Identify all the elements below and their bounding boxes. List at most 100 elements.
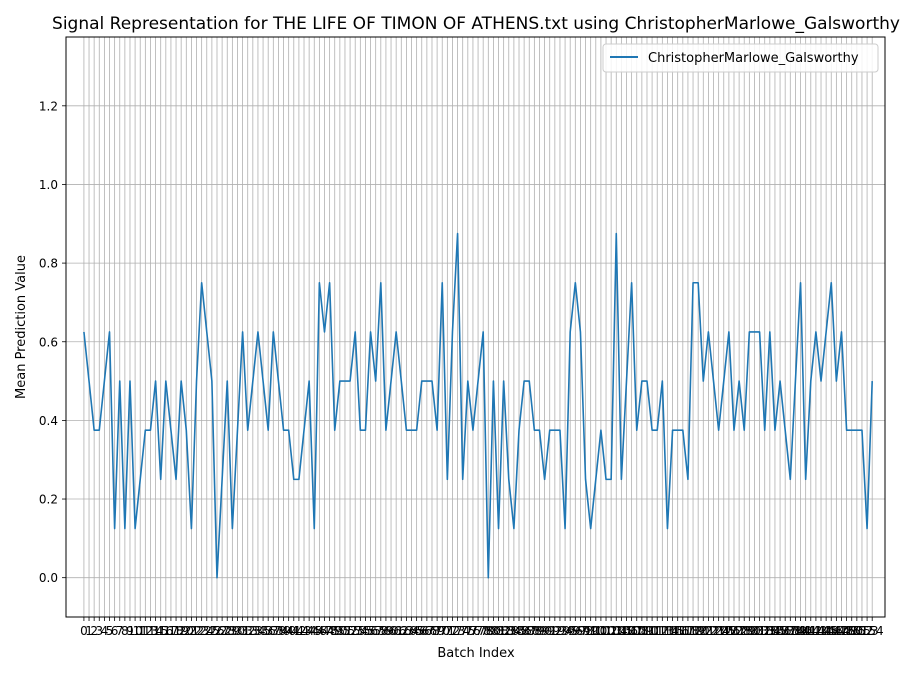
x-tick-label: 54 bbox=[353, 624, 368, 638]
x-tick-label: 105 bbox=[610, 624, 633, 638]
x-tick-label: 3 bbox=[95, 624, 103, 638]
x-tick-label: 9 bbox=[126, 624, 134, 638]
x-tick-label: 74 bbox=[455, 624, 470, 638]
x-tick-label: 151 bbox=[845, 624, 868, 638]
x-tick-label: 83 bbox=[501, 624, 516, 638]
x-tick-label: 153 bbox=[856, 624, 879, 638]
x-tick-label: 34 bbox=[250, 624, 265, 638]
x-tick-label: 27 bbox=[214, 624, 229, 638]
x-tick-label: 106 bbox=[615, 624, 638, 638]
x-tick-label: 30 bbox=[230, 624, 245, 638]
x-tick-label: 11 bbox=[133, 624, 148, 638]
y-axis-label: Mean Prediction Value bbox=[14, 255, 29, 399]
x-tick-label: 60 bbox=[383, 624, 398, 638]
x-tick-label: 89 bbox=[532, 624, 547, 638]
x-tick-label: 61 bbox=[389, 624, 404, 638]
x-tick-label: 72 bbox=[445, 624, 460, 638]
x-tick-label: 56 bbox=[363, 624, 378, 638]
x-tick-label: 18 bbox=[168, 624, 183, 638]
x-tick-label: 14 bbox=[148, 624, 163, 638]
x-axis-label: Batch Index bbox=[437, 646, 515, 661]
y-gridlines bbox=[66, 105, 885, 579]
x-tick-label: 149 bbox=[835, 624, 858, 638]
x-tick-label: 110 bbox=[636, 624, 659, 638]
x-tick-label: 123 bbox=[702, 624, 725, 638]
x-tick-label: 68 bbox=[424, 624, 439, 638]
x-tick-label: 31 bbox=[235, 624, 250, 638]
x-tick-label: 118 bbox=[676, 624, 699, 638]
x-tick-label: 84 bbox=[506, 624, 521, 638]
x-tick-label: 134 bbox=[758, 624, 781, 638]
y-tick-label: 0.6 bbox=[39, 335, 58, 349]
x-tick-label: 21 bbox=[184, 624, 199, 638]
y-tick-label: 1.0 bbox=[39, 178, 58, 192]
x-tick-label: 146 bbox=[820, 624, 843, 638]
x-tick-label: 95 bbox=[563, 624, 578, 638]
x-tick-label: 49 bbox=[327, 624, 342, 638]
y-tick-label: 0.0 bbox=[39, 571, 58, 585]
x-tick-label: 102 bbox=[595, 624, 618, 638]
x-tick-label: 67 bbox=[419, 624, 434, 638]
x-tick-label: 25 bbox=[204, 624, 219, 638]
x-tick-label: 52 bbox=[342, 624, 357, 638]
x-tick-label: 0 bbox=[80, 624, 88, 638]
x-tick-label: 45 bbox=[307, 624, 322, 638]
x-tick-label: 116 bbox=[666, 624, 689, 638]
x-tick-label: 22 bbox=[189, 624, 204, 638]
x-tick-label: 24 bbox=[199, 624, 214, 638]
x-tick-label: 86 bbox=[516, 624, 531, 638]
x-tick-label: 35 bbox=[255, 624, 270, 638]
x-tick-label: 51 bbox=[337, 624, 352, 638]
x-tick-label: 75 bbox=[460, 624, 475, 638]
x-tick-label: 141 bbox=[794, 624, 817, 638]
x-tick-label: 55 bbox=[358, 624, 373, 638]
x-tick-label: 65 bbox=[409, 624, 424, 638]
chart-title: Signal Representation for THE LIFE OF TI… bbox=[52, 14, 900, 34]
x-tick-label: 117 bbox=[671, 624, 694, 638]
x-tick-label: 82 bbox=[496, 624, 511, 638]
x-tick-label: 103 bbox=[600, 624, 623, 638]
x-tick-label: 119 bbox=[682, 624, 705, 638]
x-tick-label: 98 bbox=[578, 624, 593, 638]
legend-box bbox=[602, 43, 879, 73]
x-tick-label: 127 bbox=[723, 624, 746, 638]
x-tick-label: 26 bbox=[209, 624, 224, 638]
x-tick-label: 131 bbox=[743, 624, 766, 638]
x-tick-label: 47 bbox=[317, 624, 332, 638]
x-tick-label: 29 bbox=[225, 624, 240, 638]
x-axis-ticks: 0123456789101112131415161718192021222324… bbox=[80, 617, 884, 638]
x-tick-label: 138 bbox=[779, 624, 802, 638]
x-tick-label: 99 bbox=[583, 624, 598, 638]
x-tick-label: 17 bbox=[163, 624, 178, 638]
x-tick-label: 114 bbox=[656, 624, 679, 638]
x-tick-label: 15 bbox=[153, 624, 168, 638]
y-tick-label: 1.2 bbox=[39, 99, 58, 113]
x-tick-label: 71 bbox=[440, 624, 455, 638]
x-tick-label: 58 bbox=[373, 624, 388, 638]
x-tick-label: 126 bbox=[717, 624, 740, 638]
x-tick-label: 129 bbox=[733, 624, 756, 638]
x-tick-label: 28 bbox=[220, 624, 235, 638]
x-tick-label: 111 bbox=[641, 624, 664, 638]
x-tick-label: 101 bbox=[589, 624, 612, 638]
x-tick-label: 100 bbox=[584, 624, 607, 638]
x-tick-label: 13 bbox=[143, 624, 158, 638]
x-tick-label: 69 bbox=[429, 624, 444, 638]
x-tick-label: 64 bbox=[404, 624, 419, 638]
series-line bbox=[83, 232, 873, 579]
x-tick-label: 77 bbox=[470, 624, 485, 638]
x-tick-label: 91 bbox=[542, 624, 557, 638]
x-tick-label: 125 bbox=[712, 624, 735, 638]
x-tick-label: 50 bbox=[332, 624, 347, 638]
x-tick-label: 8 bbox=[121, 624, 129, 638]
x-tick-label: 90 bbox=[537, 624, 552, 638]
x-tick-label: 20 bbox=[179, 624, 194, 638]
x-tick-label: 97 bbox=[573, 624, 588, 638]
x-tick-label: 137 bbox=[774, 624, 797, 638]
x-tick-label: 62 bbox=[394, 624, 409, 638]
legend-label: ChristopherMarlowe_Galsworthy bbox=[648, 51, 859, 66]
x-tick-label: 70 bbox=[435, 624, 450, 638]
x-tick-label: 108 bbox=[625, 624, 648, 638]
